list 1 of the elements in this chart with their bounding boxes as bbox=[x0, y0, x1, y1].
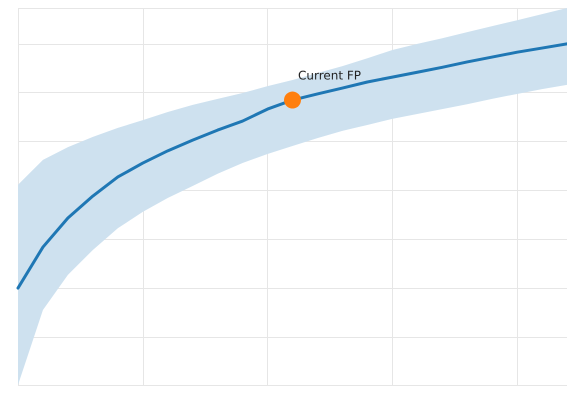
series-label: Current FP bbox=[298, 68, 362, 83]
